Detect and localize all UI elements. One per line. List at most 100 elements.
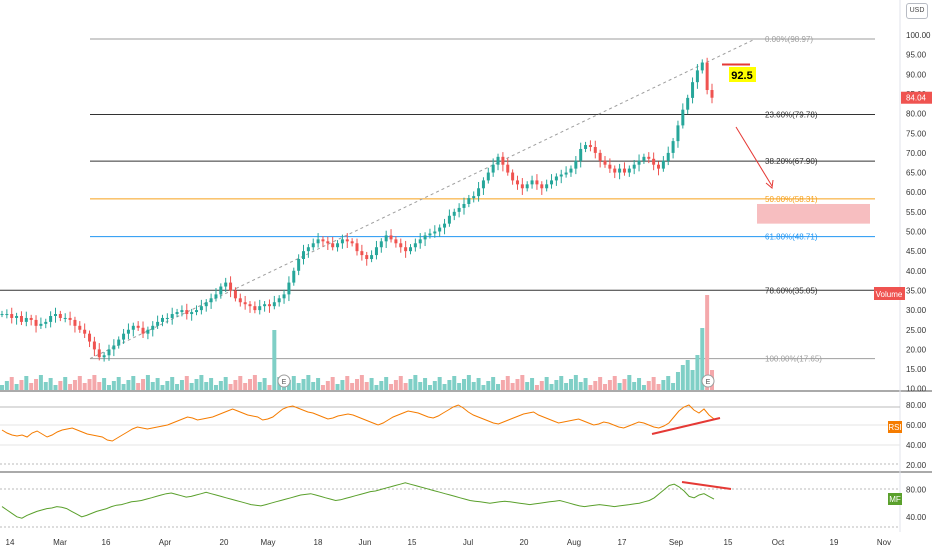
volume-bar: [63, 377, 68, 390]
volume-bar: [145, 375, 150, 390]
rsi-tick-label: 40.00: [906, 441, 927, 450]
candle-body: [229, 282, 233, 291]
candle-body: [204, 302, 208, 307]
mf-trendline: [681, 481, 732, 490]
volume-tag-label: Volume: [876, 290, 903, 299]
candle-body: [545, 184, 549, 189]
candle-body: [0, 314, 4, 316]
volume-bar: [355, 379, 359, 390]
volume-bar: [447, 380, 452, 390]
candle-body: [467, 198, 471, 204]
x-tick-label: 17: [618, 538, 627, 547]
volume-bar: [432, 381, 437, 390]
x-tick-label: 15: [408, 538, 417, 547]
volume-bar: [345, 376, 350, 390]
volume-bar: [632, 382, 637, 390]
volume-bar: [87, 379, 92, 390]
volume-bar: [525, 382, 530, 390]
candle-body: [501, 156, 505, 165]
rsi-trendline: [651, 417, 721, 435]
candle-body: [506, 164, 510, 173]
volume-bar: [641, 385, 646, 390]
currency-badge[interactable]: USD: [906, 3, 928, 19]
volume-bar: [476, 378, 481, 390]
volume-bar: [534, 385, 539, 390]
volume-bar: [612, 376, 617, 390]
annotation-box: [729, 67, 756, 82]
volume-bar: [213, 385, 218, 390]
x-tick-label: Aug: [567, 538, 581, 547]
trend-dashed-line: [89, 38, 756, 360]
volume-bar: [77, 376, 82, 390]
earnings-marker: [277, 374, 291, 388]
rsi-pane: 80.00 60.00 40.00 20.00 RSI: [0, 401, 927, 470]
volume-bar: [248, 379, 253, 390]
volume-bar: [481, 385, 486, 390]
x-tick-label: 19: [830, 538, 839, 547]
candle-body: [447, 215, 451, 224]
candle-body: [15, 315, 19, 318]
fib-level-label: 0.00%(98.97): [765, 35, 813, 44]
candle-body: [49, 315, 53, 322]
candle-body: [520, 184, 524, 189]
candle-body: [24, 317, 28, 322]
volume-bar: [486, 381, 491, 390]
candle-body: [44, 321, 48, 324]
volume-bar: [257, 382, 262, 390]
candle-body: [686, 97, 690, 110]
candle-body: [404, 247, 408, 252]
volume-bar: [661, 380, 666, 390]
candle-body: [584, 145, 588, 149]
fib-level-label: 61.80%(48.71): [765, 233, 818, 242]
candle-body: [258, 306, 262, 311]
volume-bar: [393, 380, 398, 390]
fibonacci-retracement: 0.00%(98.97) 23.60%(79.78) 38.20%(67.90) 50…: [0, 35, 875, 364]
candle-body: [355, 243, 359, 252]
annotation-text: 92.5: [731, 70, 752, 82]
x-tick-label: Jun: [359, 538, 372, 547]
volume-bar: [126, 380, 131, 390]
volume-bar: [194, 379, 199, 390]
volume-bar: [179, 380, 184, 390]
gridlines: [0, 0, 932, 532]
earnings-marker: [701, 374, 715, 388]
volume-bar: [335, 384, 340, 390]
volume-bar: [72, 380, 77, 390]
candle-body: [569, 168, 573, 173]
candle-body: [39, 323, 43, 326]
candle-body: [535, 180, 539, 185]
volume-bar: [29, 383, 34, 390]
volume-bar: [316, 378, 321, 390]
volume-bar: [675, 372, 680, 390]
candle-body: [243, 302, 247, 305]
volume-bar: [627, 375, 632, 390]
candle-body: [700, 62, 704, 71]
volume-bar: [199, 375, 204, 390]
volume-bar: [437, 377, 442, 390]
volume-bar: [500, 380, 505, 390]
volume-bar: [97, 382, 102, 390]
candle-body: [97, 349, 101, 358]
y-tick-label: 20.00: [906, 345, 927, 354]
candle-body: [146, 329, 150, 334]
volume-bar: [403, 383, 408, 390]
candle-body: [160, 317, 164, 322]
x-tick-label: Mar: [53, 538, 67, 547]
candle-body: [705, 62, 709, 91]
volume-bar: [442, 384, 447, 390]
volume-bar: [19, 380, 24, 390]
y-tick-label: 65.00: [906, 169, 927, 178]
candle-body: [253, 306, 257, 311]
volume-bar: [296, 383, 301, 390]
candle-body: [63, 317, 67, 319]
candle-body: [107, 349, 111, 356]
volume-bar: [505, 376, 510, 390]
candle-body: [336, 243, 340, 248]
volume-bar: [92, 375, 97, 390]
volume-bar: [510, 383, 515, 390]
rsi-tick-label: 20.00: [906, 461, 927, 470]
volume-bar: [68, 384, 73, 390]
candle-body: [588, 145, 592, 148]
volume-bar: [165, 381, 170, 390]
